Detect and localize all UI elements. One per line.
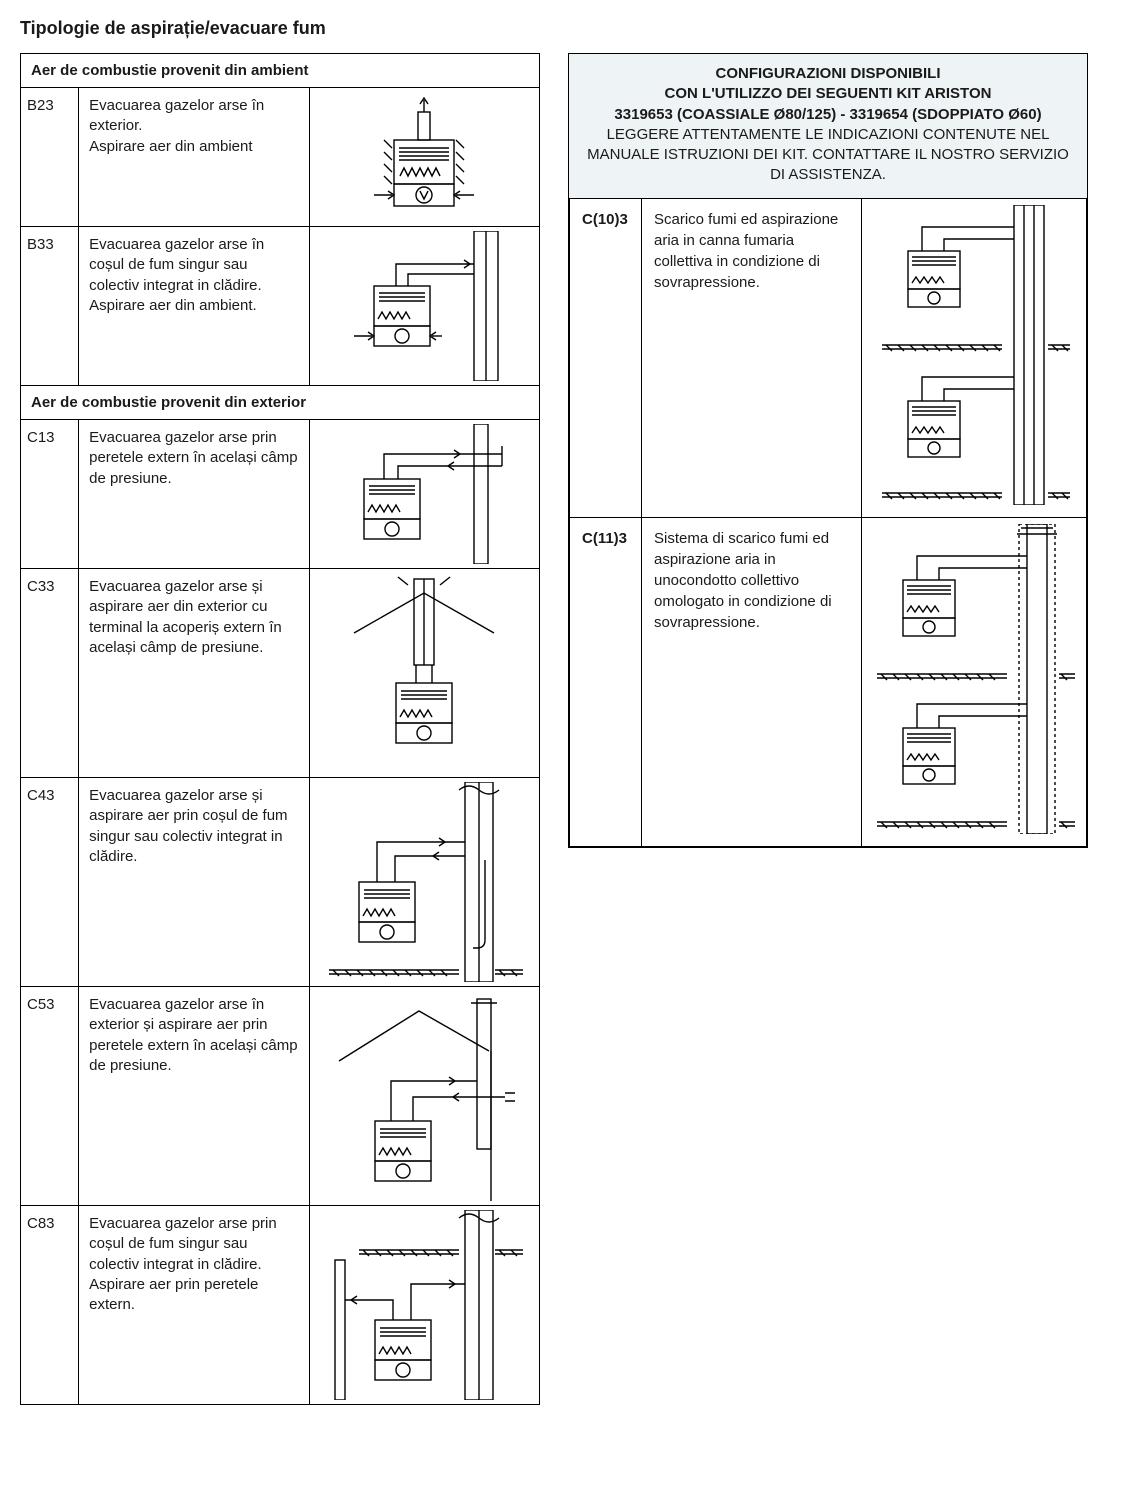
type-code: B23 — [21, 88, 79, 227]
type-diagram — [309, 227, 539, 386]
table-row: C83 Evacuarea gazelor arse prin coșul de… — [21, 1206, 540, 1405]
type-code: C13 — [21, 420, 79, 569]
config-title-1: CONFIGURAZIONI DISPONIBILI — [583, 64, 1073, 84]
type-desc: Evacuarea gazelor arse în exterior.Aspir… — [79, 88, 309, 227]
diagram-c103-icon — [874, 205, 1074, 505]
config-subtitle: LEGGERE ATTENTAMENTE LE INDICAZIONI CONT… — [583, 125, 1073, 186]
type-code: C(11)3 — [570, 517, 642, 846]
type-code: C43 — [21, 778, 79, 987]
type-code: C(10)3 — [570, 199, 642, 518]
table-row: C43 Evacuarea gazelor arse și aspirare a… — [21, 778, 540, 987]
type-desc: Scarico fumi ed aspirazione aria in cann… — [642, 199, 862, 518]
type-desc: Sistema di scarico fumi ed aspirazione a… — [642, 517, 862, 846]
type-diagram — [309, 778, 539, 987]
section-header-exterior: Aer de combustie provenit din exterior — [21, 386, 540, 420]
page-title: Tipologie de aspirație/evacuare fum — [20, 18, 1105, 39]
type-desc: Evacuarea gazelor arse în coșul de fum s… — [79, 227, 309, 386]
table-row: C(11)3 Sistema di scarico fumi ed aspira… — [570, 517, 1087, 846]
type-diagram — [309, 88, 539, 227]
type-desc: Evacuarea gazelor arse prin coșul de fum… — [79, 1206, 309, 1405]
type-desc: Evacuarea gazelor arse și aspirare aer p… — [79, 778, 309, 987]
diagram-c83-icon — [319, 1210, 529, 1400]
table-row: B33 Evacuarea gazelor arse în coșul de f… — [21, 227, 540, 386]
config-box: CONFIGURAZIONI DISPONIBILI CON L'UTILIZZ… — [568, 53, 1088, 848]
type-desc: Evacuarea gazelor arse prin peretele ext… — [79, 420, 309, 569]
type-code: B33 — [21, 227, 79, 386]
table-row: C(10)3 Scarico fumi ed aspirazione aria … — [570, 199, 1087, 518]
type-diagram — [309, 569, 539, 778]
diagram-c33-icon — [324, 573, 524, 773]
section-header-ambient: Aer de combustie provenit din ambient — [21, 54, 540, 88]
type-diagram — [309, 420, 539, 569]
config-table: C(10)3 Scarico fumi ed aspirazione aria … — [569, 199, 1087, 847]
table-row: B23 Evacuarea gazelor arse în exterior.A… — [21, 88, 540, 227]
type-diagram — [309, 1206, 539, 1405]
diagram-c13-icon — [324, 424, 524, 564]
config-title-2: CON L'UTILIZZO DEI SEGUENTI KIT ARISTON — [583, 84, 1073, 104]
type-diagram — [309, 987, 539, 1206]
table-row: C13 Evacuarea gazelor arse prin peretele… — [21, 420, 540, 569]
right-column: CONFIGURAZIONI DISPONIBILI CON L'UTILIZZ… — [568, 53, 1088, 848]
config-header: CONFIGURAZIONI DISPONIBILI CON L'UTILIZZ… — [569, 54, 1087, 199]
table-row: C53 Evacuarea gazelor arse în exterior ș… — [21, 987, 540, 1206]
type-desc: Evacuarea gazelor arse în exterior și as… — [79, 987, 309, 1206]
type-code: C33 — [21, 569, 79, 778]
left-column: Aer de combustie provenit din ambient B2… — [20, 53, 540, 1405]
diagram-b33-icon — [324, 231, 524, 381]
table-row: C33 Evacuarea gazelor arse și aspirare a… — [21, 569, 540, 778]
diagram-c43-icon — [319, 782, 529, 982]
diagram-c53-icon — [319, 991, 529, 1201]
type-diagram — [862, 199, 1087, 518]
type-code: C83 — [21, 1206, 79, 1405]
type-diagram — [862, 517, 1087, 846]
two-column-layout: Aer de combustie provenit din ambient B2… — [20, 53, 1105, 1405]
config-title-3: 3319653 (COASSIALE Ø80/125) - 3319654 (S… — [583, 105, 1073, 125]
typology-table: Aer de combustie provenit din ambient B2… — [20, 53, 540, 1405]
diagram-c113-icon — [869, 524, 1079, 834]
type-desc: Evacuarea gazelor arse și aspirare aer d… — [79, 569, 309, 778]
type-code: C53 — [21, 987, 79, 1206]
diagram-b23-icon — [344, 92, 504, 222]
